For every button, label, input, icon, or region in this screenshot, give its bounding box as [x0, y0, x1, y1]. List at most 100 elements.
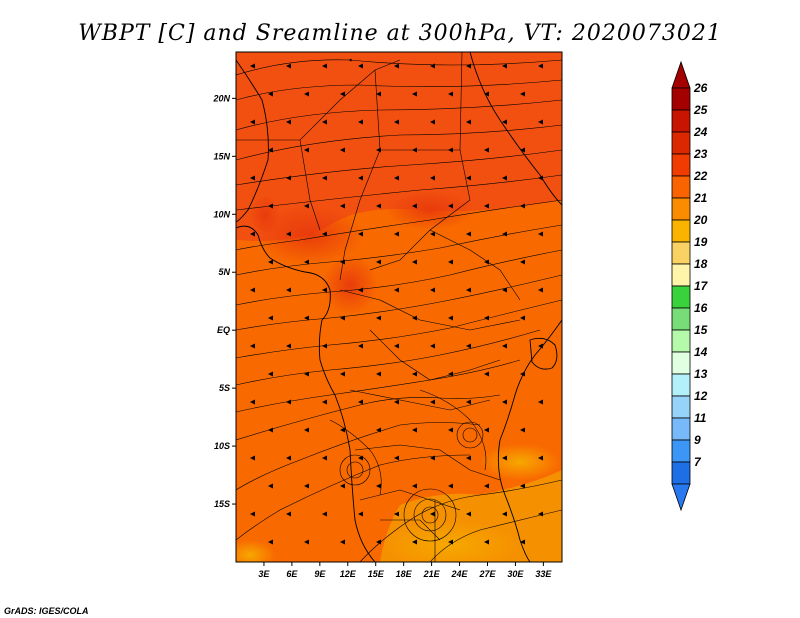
- streamline-arrowhead: [304, 483, 309, 489]
- streamline-arrowhead: [394, 231, 399, 237]
- warm-band-north: [236, 52, 562, 241]
- colorbar-label: 24: [693, 125, 708, 139]
- latitude-axis: 20N 15N 10N 5N EQ 5S 10S 15S: [212, 93, 236, 509]
- streamline-arrowhead: [538, 63, 543, 69]
- colorbar-swatch: [671, 373, 691, 397]
- lon-tick-label: 3E: [258, 569, 270, 579]
- streamline-arrowhead: [286, 63, 291, 69]
- streamline-arrowhead: [484, 91, 489, 97]
- streamline-arrowhead: [448, 203, 453, 209]
- streamline-arrowhead: [286, 399, 291, 405]
- streamline-arrowhead: [484, 315, 489, 321]
- streamline-arrowhead: [340, 259, 345, 265]
- colorbar-swatch: [671, 241, 691, 265]
- streamline-arrowhead: [448, 483, 453, 489]
- streamline-arrowhead: [412, 315, 417, 321]
- streamline-arrowhead: [484, 371, 489, 377]
- streamline-arrowhead: [502, 175, 507, 181]
- colorbar-label: 18: [694, 257, 708, 271]
- grads-credit: GrADS: IGES/COLA: [4, 606, 89, 616]
- streamline-arrowhead: [466, 343, 471, 349]
- streamline-arrowhead: [430, 343, 435, 349]
- streamline-arrowhead: [394, 455, 399, 461]
- hotspot-west-africa: [255, 205, 365, 265]
- streamline-arrowhead: [394, 175, 399, 181]
- streamline-arrowhead: [430, 63, 435, 69]
- streamline-arrowhead: [286, 343, 291, 349]
- colorbar-swatch: [671, 109, 691, 133]
- streamline-arrowhead: [520, 539, 525, 545]
- colorbar-label: 25: [693, 103, 708, 117]
- streamline-arrowhead: [412, 371, 417, 377]
- colorbar-swatch: [671, 351, 691, 375]
- streamline-arrowhead: [376, 147, 381, 153]
- streamline-arrowhead: [286, 175, 291, 181]
- streamline-arrowhead: [430, 455, 435, 461]
- hotspot-sudan: [385, 190, 475, 230]
- streamline-arrowhead: [520, 427, 525, 433]
- colorbar-label: 14: [694, 345, 708, 359]
- streamline-arrowhead: [340, 147, 345, 153]
- lon-tick-label: 9E: [314, 569, 326, 579]
- streamline-arrowhead: [322, 231, 327, 237]
- streamline-arrowhead: [376, 371, 381, 377]
- streamline-arrowhead: [322, 399, 327, 405]
- lon-tick-label: 6E: [286, 569, 298, 579]
- streamline-arrowhead: [268, 203, 273, 209]
- colorbar-swatch: [671, 219, 691, 243]
- colorbar-label: 12: [694, 389, 708, 403]
- streamline-arrowhead: [412, 147, 417, 153]
- streamline-arrowhead: [538, 511, 543, 517]
- colorbar-swatch: [671, 153, 691, 177]
- streamline-arrowhead: [412, 259, 417, 265]
- colorbar-label: 11: [694, 411, 707, 425]
- hotspot-coast: [250, 195, 280, 235]
- streamline-arrowhead: [484, 427, 489, 433]
- streamline-arrowhead: [322, 343, 327, 349]
- colorbar-swatch: [671, 87, 691, 111]
- streamline-arrowhead: [484, 539, 489, 545]
- colorbar-label: 16: [694, 301, 708, 315]
- streamline-arrowhead: [430, 119, 435, 125]
- streamline-arrowhead: [394, 119, 399, 125]
- lon-tick-label: 18E: [396, 569, 413, 579]
- map-frame: [235, 51, 563, 563]
- streamline-arrowhead: [322, 511, 327, 517]
- colorbar-swatch: [671, 461, 691, 485]
- streamline-arrowhead: [520, 483, 525, 489]
- colorbar-swatch: [671, 285, 691, 309]
- streamline-arrowhead: [502, 343, 507, 349]
- streamline-arrowhead: [358, 119, 363, 125]
- streamline-arrowhead: [520, 259, 525, 265]
- streamline-arrowhead: [466, 63, 471, 69]
- streamline-arrowhead: [340, 371, 345, 377]
- streamline-arrowhead: [394, 287, 399, 293]
- streamline-arrowhead: [358, 455, 363, 461]
- streamline-arrowhead: [286, 119, 291, 125]
- colorbar-label: 7: [694, 455, 702, 469]
- streamline-arrowhead: [322, 455, 327, 461]
- streamline-arrowhead: [304, 315, 309, 321]
- streamline-arrowhead: [268, 483, 273, 489]
- streamline-arrowhead: [430, 231, 435, 237]
- colorbar-label: 21: [693, 191, 708, 205]
- colorbar-label: 22: [693, 169, 708, 183]
- streamline-arrowhead: [394, 511, 399, 517]
- streamline-arrowhead: [250, 343, 255, 349]
- cool-spot-sw: [236, 540, 275, 562]
- streamline-arrowhead: [466, 119, 471, 125]
- streamline-arrowhead: [412, 427, 417, 433]
- streamline-arrowhead: [502, 287, 507, 293]
- streamline-arrowhead: [340, 315, 345, 321]
- streamline-arrowhead: [268, 539, 273, 545]
- colorbar-swatch: [671, 307, 691, 331]
- streamline-arrowhead: [484, 147, 489, 153]
- streamline-arrowhead: [268, 147, 273, 153]
- streamline-arrowhead: [484, 203, 489, 209]
- lat-tick-label: 5S: [219, 383, 230, 393]
- streamline-arrowhead: [538, 119, 543, 125]
- streamline-arrowhead: [268, 259, 273, 265]
- lat-tick-label: 5N: [218, 267, 230, 277]
- streamline-arrowhead: [466, 399, 471, 405]
- lat-tick-label: 10S: [214, 441, 230, 451]
